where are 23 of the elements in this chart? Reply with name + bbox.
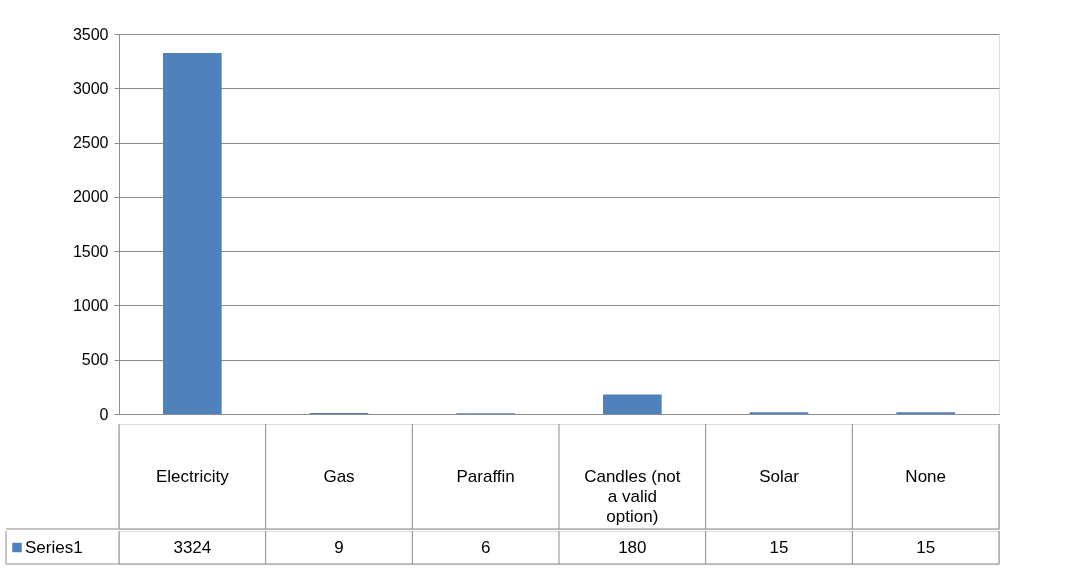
y-tick-label: 1500 xyxy=(72,242,109,260)
x-tick-label: Electricity xyxy=(155,466,230,486)
x-tick-label: None xyxy=(905,466,946,486)
y-tick-label: 2500 xyxy=(72,134,109,152)
x-tick-label: Gas xyxy=(323,466,355,486)
data-label: 6 xyxy=(480,537,491,557)
y-tick-label: 0 xyxy=(99,405,109,423)
y-tick-label: 1000 xyxy=(72,296,109,314)
legend-label: Series1 xyxy=(25,537,83,557)
y-tick-label: 2000 xyxy=(72,188,109,206)
x-tick-label: Paraffin xyxy=(456,466,515,486)
data-label: 3324 xyxy=(173,537,212,557)
x-tick-label: Solar xyxy=(759,466,800,486)
bar xyxy=(163,53,222,414)
data-label: 15 xyxy=(916,537,936,557)
y-tick-label: 500 xyxy=(81,351,109,369)
y-tick-label: 3000 xyxy=(72,79,109,97)
x-tick-label: Candles (not a valid option) xyxy=(584,466,681,526)
data-label: 180 xyxy=(618,537,647,557)
bar xyxy=(603,394,662,414)
data-label: 9 xyxy=(334,537,344,557)
data-label: 15 xyxy=(769,537,789,557)
y-tick-label: 3500 xyxy=(72,25,109,43)
